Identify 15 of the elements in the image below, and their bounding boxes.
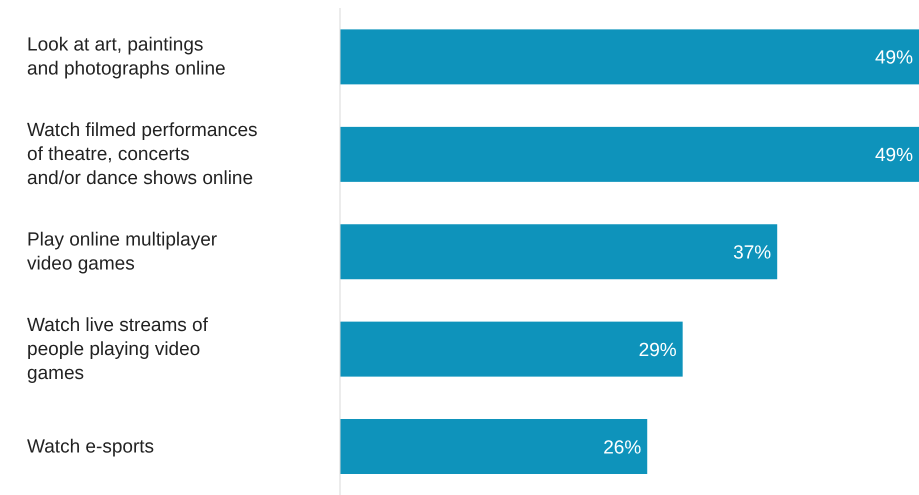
bar [340,126,919,182]
bar [340,419,648,474]
data-label: 49% [874,48,914,69]
y-tick-label: Look at art, paintings and photographs online [27,34,226,80]
data-label: 37% [733,242,772,264]
y-tick-label: Watch live streams of people playing video games [27,314,209,384]
data-label: 26% [603,437,642,458]
y-tick-label: Watch filmed performances of theatre, concerts and/or dance shows online [27,120,258,189]
y-tick-label: Play online multiplayer video games [27,229,218,274]
bar [340,224,778,280]
bar [340,322,683,377]
y-tick-label: Watch e-sports [27,436,154,457]
data-label: 29% [638,340,677,361]
data-label: 49% [874,145,914,166]
bar [340,29,919,84]
